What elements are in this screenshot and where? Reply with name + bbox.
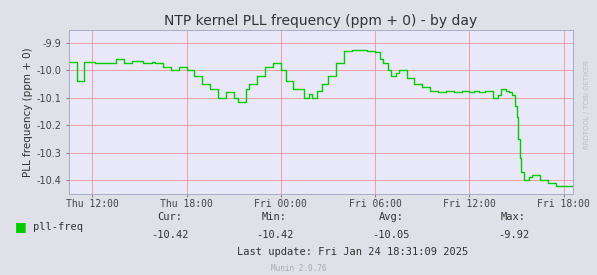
Y-axis label: PLL frequency (ppm + 0): PLL frequency (ppm + 0) bbox=[23, 47, 33, 177]
Text: Avg:: Avg: bbox=[378, 212, 404, 222]
Text: -9.92: -9.92 bbox=[498, 230, 529, 240]
Text: -10.42: -10.42 bbox=[152, 230, 189, 240]
Text: RRDTOOL / TOBI OETIKER: RRDTOOL / TOBI OETIKER bbox=[584, 60, 590, 149]
Text: Max:: Max: bbox=[501, 212, 526, 222]
Text: ■: ■ bbox=[15, 220, 27, 233]
Text: Last update: Fri Jan 24 18:31:09 2025: Last update: Fri Jan 24 18:31:09 2025 bbox=[236, 247, 468, 257]
Text: pll-freq: pll-freq bbox=[33, 222, 83, 232]
Text: Min:: Min: bbox=[262, 212, 287, 222]
Text: -10.05: -10.05 bbox=[373, 230, 410, 240]
Text: -10.42: -10.42 bbox=[256, 230, 293, 240]
Text: Cur:: Cur: bbox=[158, 212, 183, 222]
Title: NTP kernel PLL frequency (ppm + 0) - by day: NTP kernel PLL frequency (ppm + 0) - by … bbox=[164, 14, 478, 28]
Text: Munin 2.0.76: Munin 2.0.76 bbox=[271, 264, 326, 273]
